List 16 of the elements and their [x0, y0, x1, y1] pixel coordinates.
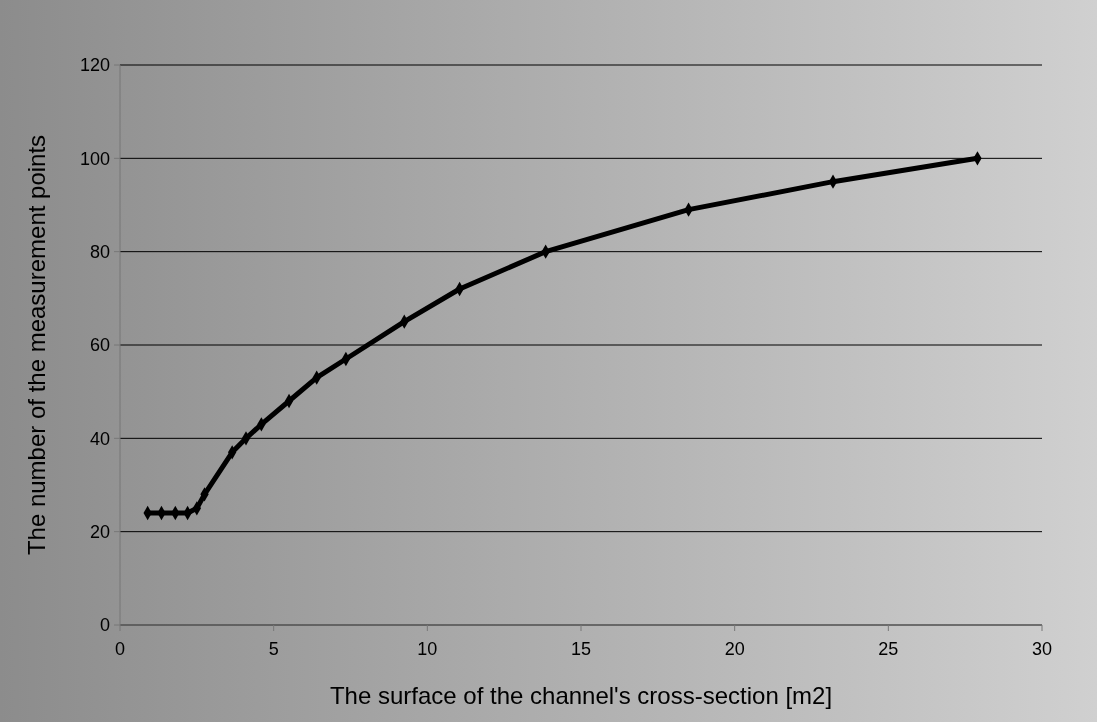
- y-tick-label: 120: [79, 55, 110, 76]
- x-tick-label: 30: [1031, 639, 1053, 659]
- x-tick-label: 15: [570, 639, 592, 659]
- x-axis-title: The surface of the channel's cross-section [m2]: [329, 682, 833, 709]
- y-tick-label: 0: [99, 615, 110, 636]
- x-tick-label: 20: [724, 639, 745, 659]
- y-tick-label: 100: [79, 148, 110, 169]
- x-tick-label: 10: [417, 639, 438, 659]
- y-tick-label: 80: [89, 241, 110, 262]
- y-tick-label: 20: [89, 521, 110, 542]
- y-tick-label: 40: [89, 428, 110, 449]
- y-tick-label: 60: [89, 335, 110, 356]
- x-tick-label: 5: [268, 639, 279, 659]
- x-tick-label: 25: [878, 639, 899, 659]
- y-axis-title: The number of the measurement points: [23, 134, 50, 556]
- x-tick-label: 0: [114, 639, 126, 659]
